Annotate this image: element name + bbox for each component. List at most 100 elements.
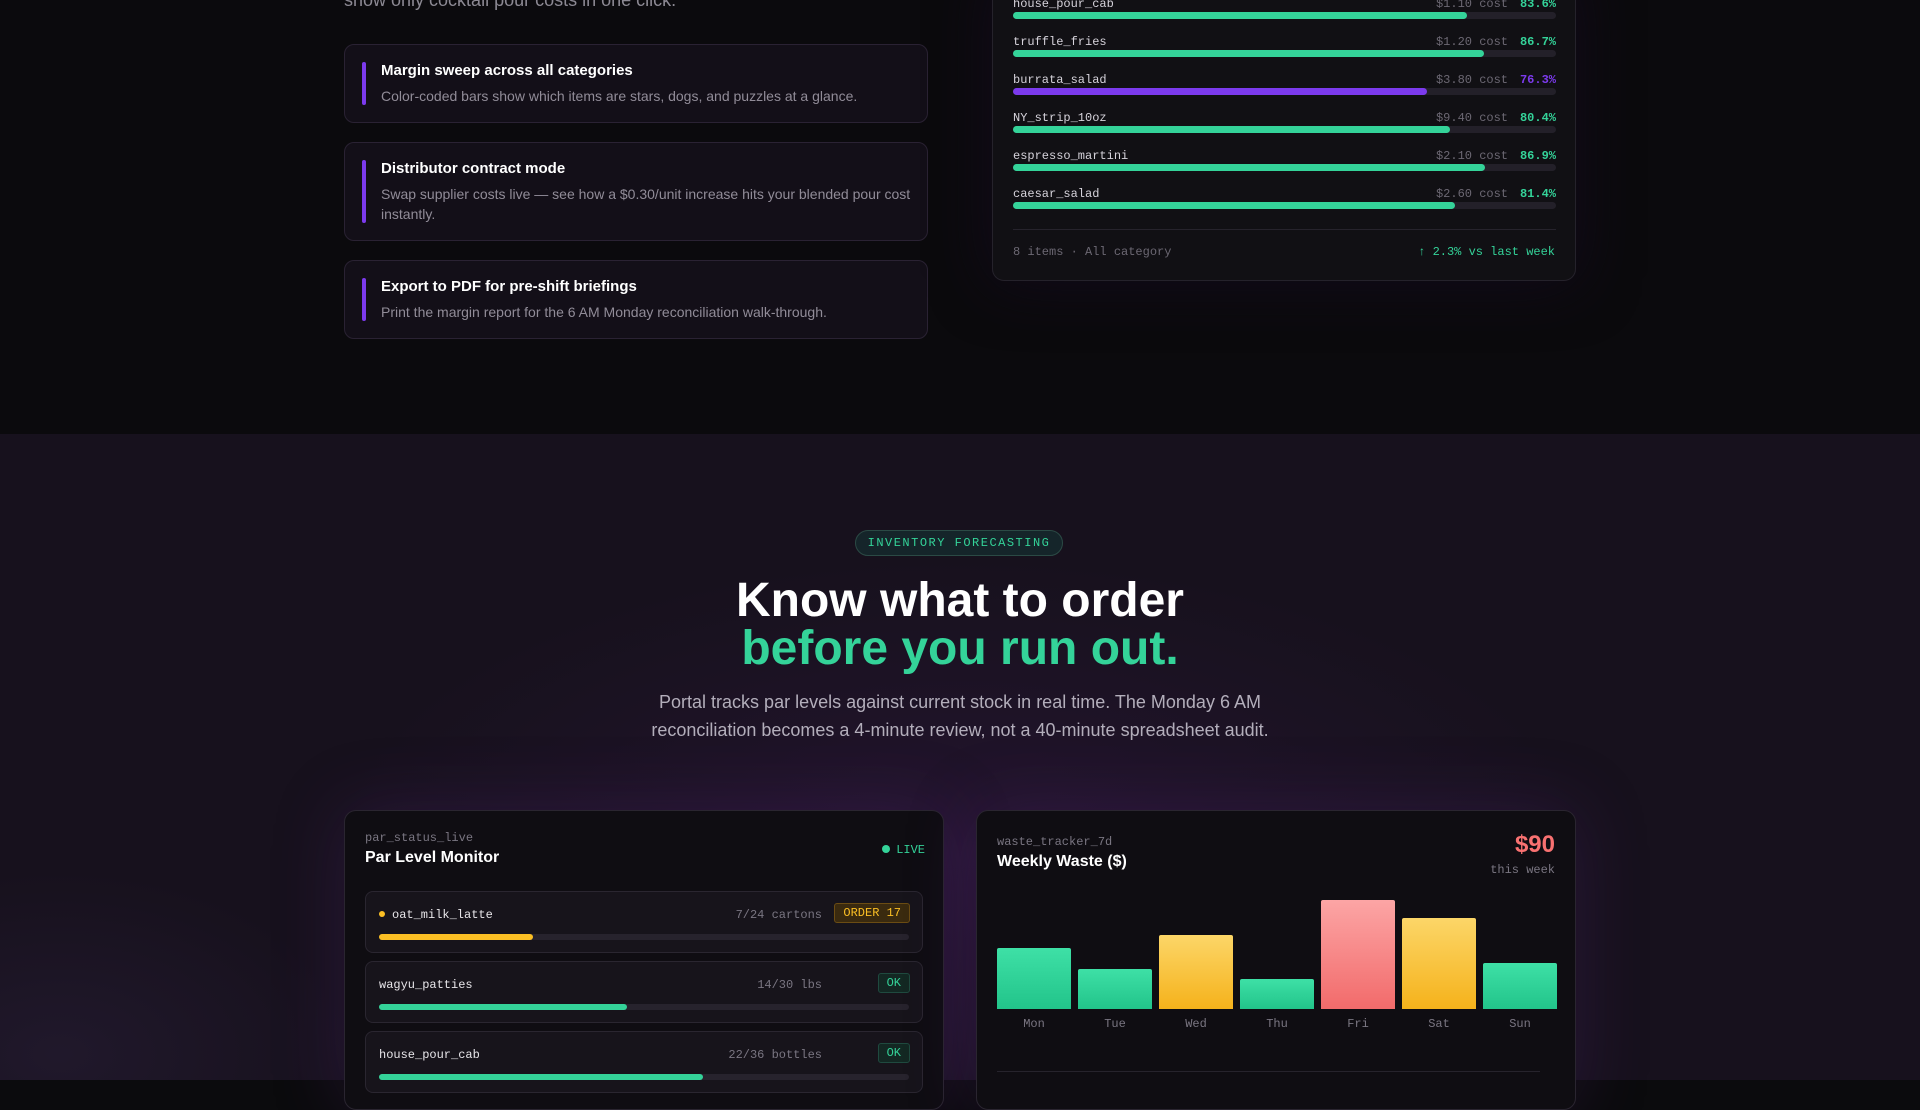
x-tick-label: Sat — [1428, 1017, 1450, 1031]
waste-bar-tue[interactable] — [1078, 969, 1152, 1009]
menu-item-name: burrata_salad — [1013, 73, 1107, 87]
trend-indicator: ↑ 2.3% vs last week — [1418, 245, 1555, 259]
par-item[interactable]: house_pour_cab 22/36 bottles OK — [365, 1031, 923, 1093]
waste-total-value: $90 — [1514, 831, 1555, 858]
panel-eyebrow: waste_tracker_7d — [997, 835, 1113, 849]
margin-bar-track — [1013, 164, 1556, 171]
x-tick-label: Sun — [1509, 1017, 1531, 1031]
par-item[interactable]: wagyu_patties 14/30 lbs OK — [365, 961, 923, 1023]
stock-item-label: house_pour_cab — [379, 1048, 480, 1062]
menu-item-name: NY_strip_10oz — [1013, 111, 1107, 125]
margin-row: espresso_martini $2.10 cost 86.9% — [1013, 149, 1556, 179]
live-indicator: LIVE — [882, 843, 925, 857]
x-tick-label: Tue — [1104, 1017, 1126, 1031]
menu-item-cost: $2.60 cost — [1435, 187, 1508, 201]
panel-title: Par Level Monitor — [365, 849, 500, 866]
margin-row: truffle_fries $1.20 cost 86.7% — [1013, 35, 1556, 65]
headline-accent: before you run out. — [741, 622, 1179, 675]
waste-total-label: this week — [1490, 863, 1555, 877]
feature-card-distributor-mode: Distributor contract mode Swap supplier … — [344, 142, 928, 241]
ok-badge: OK — [877, 973, 910, 993]
stock-quantity: 22/36 bottles — [728, 1048, 822, 1062]
inventory-forecasting-section: INVENTORY FORECASTING Know what to order… — [0, 434, 1920, 1110]
live-label: LIVE — [896, 843, 925, 857]
menu-item-margin: 86.9% — [1519, 149, 1556, 163]
alert-dot-icon — [379, 911, 385, 917]
x-tick-label: Wed — [1185, 1017, 1207, 1031]
margin-bar-fill — [1013, 126, 1450, 133]
margin-bar-track — [1013, 88, 1556, 95]
margin-bar-track — [1013, 50, 1556, 57]
order-badge[interactable]: ORDER 17 — [834, 903, 910, 923]
menu-item-cost: $3.80 cost — [1435, 73, 1508, 87]
stock-level-fill — [379, 1004, 627, 1010]
par-item[interactable]: oat_milk_latte 7/24 cartons ORDER 17 — [365, 891, 923, 953]
menu-item-name: caesar_salad — [1013, 187, 1100, 201]
x-tick-label: Fri — [1347, 1017, 1369, 1031]
menu-item-margin: 80.4% — [1519, 111, 1556, 125]
feature-description: Color-coded bars show which items are st… — [381, 88, 858, 104]
menu-item-name: espresso_martini — [1013, 149, 1129, 163]
stock-item-label: wagyu_patties — [379, 978, 473, 992]
waste-bar-wed[interactable] — [1159, 935, 1233, 1009]
margin-bar-fill — [1013, 202, 1455, 209]
section-intro-text: show only cocktail pour costs in one cli… — [344, 0, 677, 10]
par-level-monitor-panel: par_status_live Par Level Monitor LIVE o… — [344, 810, 944, 1110]
margin-bar-track — [1013, 126, 1556, 133]
chart-baseline-divider — [997, 1071, 1540, 1072]
feature-card-margin-sweep: Margin sweep across all categories Color… — [344, 44, 928, 123]
menu-item-margin: 86.7% — [1519, 35, 1556, 49]
menu-item-cost: $1.10 cost — [1435, 0, 1508, 11]
live-dot-icon — [882, 845, 891, 853]
stock-level-fill — [379, 934, 533, 940]
card-divider — [1013, 229, 1556, 230]
margin-row: burrata_salad $3.80 cost 76.3% — [1013, 73, 1556, 103]
headline-primary: Know what to order — [736, 574, 1184, 627]
menu-item-margin: 81.4% — [1519, 187, 1556, 201]
margin-section: show only cocktail pour costs in one cli… — [0, 0, 1920, 434]
waste-bar-sun[interactable] — [1483, 962, 1557, 1009]
x-tick-label: Mon — [1023, 1017, 1045, 1031]
waste-bar-mon[interactable] — [997, 948, 1071, 1009]
waste-bar-thu[interactable] — [1240, 978, 1314, 1009]
margin-bar-fill — [1013, 164, 1485, 171]
stock-item-name: wagyu_patties — [379, 978, 473, 992]
panel-title: Weekly Waste ($) — [997, 853, 1127, 870]
margin-bar-track — [1013, 12, 1556, 19]
section-subtitle: Portal tracks par levels against current… — [651, 692, 1269, 740]
menu-item-margin: 83.6% — [1519, 0, 1556, 11]
menu-item-name: truffle_fries — [1013, 35, 1107, 49]
feature-description: Swap supplier costs live — see how a $0.… — [381, 186, 911, 222]
margin-row: NY_strip_10oz $9.40 cost 80.4% — [1013, 111, 1556, 141]
margin-bar-fill — [1013, 12, 1467, 19]
item-count-label: 8 items · All category — [1013, 245, 1172, 259]
feature-title: Distributor contract mode — [381, 160, 566, 177]
menu-item-cost: $1.20 cost — [1435, 35, 1508, 49]
ok-badge: OK — [877, 1043, 910, 1063]
feature-title: Margin sweep across all categories — [381, 62, 633, 79]
margin-bar-fill — [1013, 50, 1484, 57]
weekly-waste-panel: waste_tracker_7d Weekly Waste ($) $90 th… — [976, 810, 1576, 1110]
stock-item-name: oat_milk_latte — [379, 908, 493, 922]
stock-level-track — [379, 934, 909, 940]
feature-card-export-pdf: Export to PDF for pre-shift briefings Pr… — [344, 260, 928, 339]
panel-eyebrow: par_status_live — [365, 831, 474, 845]
stock-quantity: 7/24 cartons — [735, 908, 822, 922]
margin-row: caesar_salad $2.60 cost 81.4% — [1013, 187, 1556, 217]
waste-bar-sat[interactable] — [1402, 918, 1476, 1009]
stock-level-track — [379, 1074, 909, 1080]
margin-bar-fill — [1013, 88, 1428, 95]
stock-item-name: house_pour_cab — [379, 1048, 480, 1062]
feature-description: Print the margin report for the 6 AM Mon… — [381, 304, 827, 320]
stock-level-fill — [379, 1074, 703, 1080]
menu-item-name: house_pour_cab — [1013, 0, 1114, 11]
stock-item-label: oat_milk_latte — [392, 908, 493, 922]
menu-item-cost: $2.10 cost — [1435, 149, 1508, 163]
section-badge: INVENTORY FORECASTING — [855, 530, 1063, 556]
stock-quantity: 14/30 lbs — [757, 978, 822, 992]
feature-title: Export to PDF for pre-shift briefings — [381, 278, 637, 295]
margin-bar-track — [1013, 202, 1556, 209]
waste-bar-chart: Mon Tue Wed Thu Fri Sat Sun — [997, 881, 1557, 1041]
waste-bar-fri[interactable] — [1321, 899, 1395, 1009]
margin-report-card: house_pour_cab $1.10 cost 83.6% truffle_fri… — [992, 0, 1576, 281]
